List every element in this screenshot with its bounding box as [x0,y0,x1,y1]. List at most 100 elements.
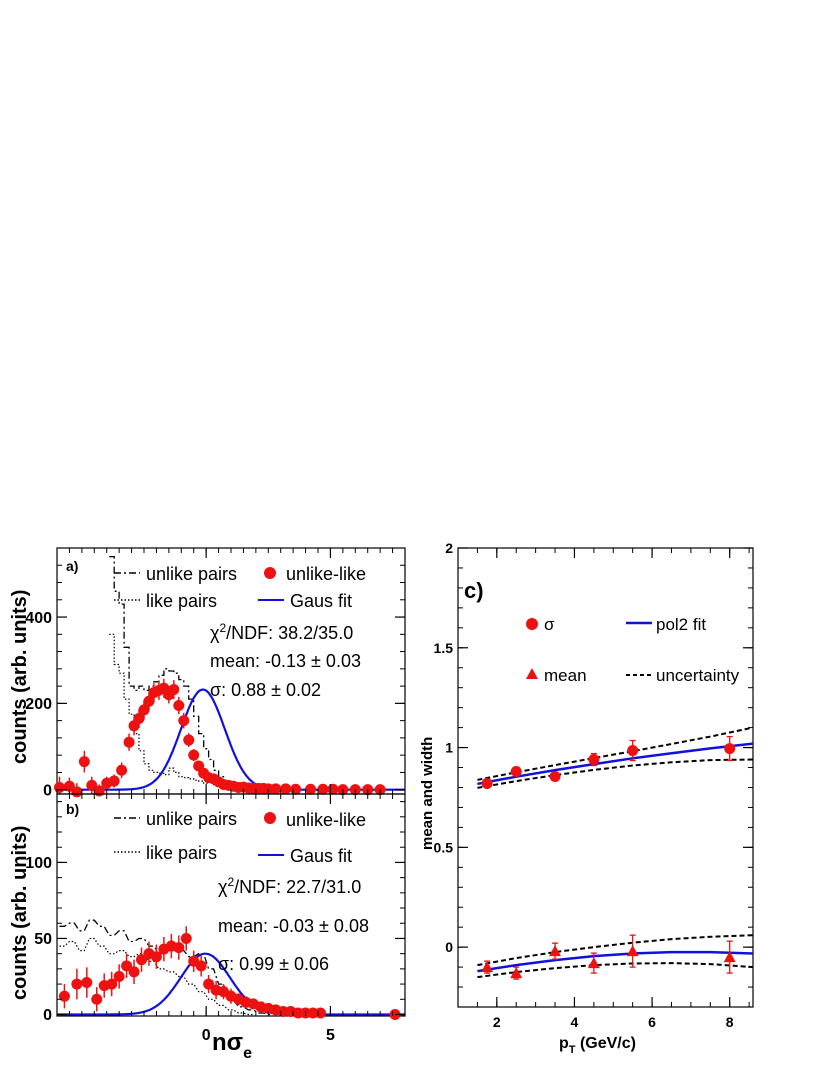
stats-sigma: σ: 0.88 ± 0.02 [210,680,321,700]
y-tick-label: 400 [25,610,52,627]
data-point [58,990,70,1002]
data-point [78,756,90,768]
x-tick-label: 6 [648,1014,656,1030]
uncertainty-band-line [477,758,754,789]
pol2-fit-curve [477,950,754,973]
data-point [108,775,120,787]
x-tick-label: 5 [326,1027,335,1044]
sigma-point [510,766,522,778]
pol2-fit-curve [477,742,754,786]
data-point [121,960,133,972]
x-tick-label: 0 [202,1027,211,1044]
sigma-point [627,745,639,757]
mean-point [626,945,639,957]
data-point [136,954,148,966]
data-point [188,749,200,761]
y-tick-label: 2 [445,540,453,556]
panel-a-ylabel: counts (arb. units) [9,590,31,764]
data-point [180,932,192,944]
panel-a-frame [56,547,406,795]
y-tick-label: 50 [34,931,52,948]
legend-unlike-like-marker [264,567,276,579]
data-point [138,704,150,716]
legend-gaus-fit: Gaus fit [290,591,352,611]
x-tick-label: 4 [571,1014,579,1030]
mean-point [587,957,600,969]
panel-c-label: c) [464,578,484,603]
legend-like-pairs: like pairs [146,591,217,611]
legend-sigma-marker [526,618,538,630]
panel-b-xlabel: nσe [212,1029,252,1062]
data-point [183,734,195,746]
y-tick-label: 100 [25,855,52,872]
panel-c-xlabel: pT (GeV/c) [559,1035,636,1056]
data-point [123,736,135,748]
y-tick-label: 0 [43,1007,52,1024]
data-point [113,970,125,982]
stats-chi2: χ2/NDF: 22.7/31.0 [218,875,361,897]
panel-a: 0 200 400 a) unlike pairs unlike-like like… [9,547,406,799]
legend-unlike-pairs: unlike pairs [146,564,237,584]
y-tick-label: 0.5 [434,839,454,855]
data-point [143,695,155,707]
legend-unlike-like: unlike-like [286,564,366,584]
y-tick-label: 0 [445,939,453,955]
panel-c-ylabel: mean and width [419,737,436,850]
panel-b-label: b) [66,801,79,817]
data-point [327,783,339,795]
data-point [63,780,75,792]
gaus-fit-curve [57,688,405,791]
legend-like-pairs: like pairs [146,843,217,863]
unlike-pairs-histogram [109,555,289,791]
data-point [91,993,103,1005]
legend-unlike-like: unlike-like [286,810,366,830]
stats-mean: mean: -0.03 ± 0.08 [218,916,369,936]
data-point [178,715,190,727]
data-point [314,1007,326,1019]
panel-c: 2 4 6 8 0 0.5 1 1.5 2 c) σ pol2 fit mean uncerta… [419,540,754,1056]
data-point [86,779,98,791]
sigma-point [549,771,561,783]
y-tick-label: 0 [43,782,52,799]
stats-mean: mean: -0.13 ± 0.03 [210,651,361,671]
uncertainty-band-line [477,726,754,781]
y-tick-label: 1 [445,740,453,756]
data-point [81,977,93,989]
data-point [150,951,162,963]
legend-unlike-like-marker [264,812,276,824]
uncertainty-band-line [477,934,754,967]
sigma-point [481,777,493,789]
y-tick-label: 200 [25,696,52,713]
data-point [173,700,185,712]
stats-sigma: σ: 0.99 ± 0.06 [218,954,329,974]
mean-point [549,945,562,957]
data-point [317,783,329,795]
data-point [203,978,215,990]
legend-mean-marker [526,668,538,679]
data-point [71,786,83,798]
data-point [116,764,128,776]
data-point [71,978,83,990]
data-point [290,783,302,795]
data-point [173,942,185,954]
panel-b-ylabel: counts (arb. units) [9,826,31,1000]
legend-uncertainty: uncertainty [656,666,740,685]
data-point [106,978,118,990]
mean-point [723,951,736,963]
legend-sigma: σ [544,615,555,634]
mean-point [481,961,494,973]
uncertainty-band-line [477,962,754,979]
panel-a-label: a) [66,558,78,574]
x-tick-label: 2 [493,1014,501,1030]
data-point [53,782,65,794]
legend-mean: mean [544,666,587,685]
sigma-point [588,754,600,766]
data-point [305,783,317,795]
panel-c-frame [457,547,754,1008]
mean-point [510,967,523,979]
data-point [270,783,282,795]
legend-unlike-pairs: unlike pairs [146,809,237,829]
data-point [128,966,140,978]
